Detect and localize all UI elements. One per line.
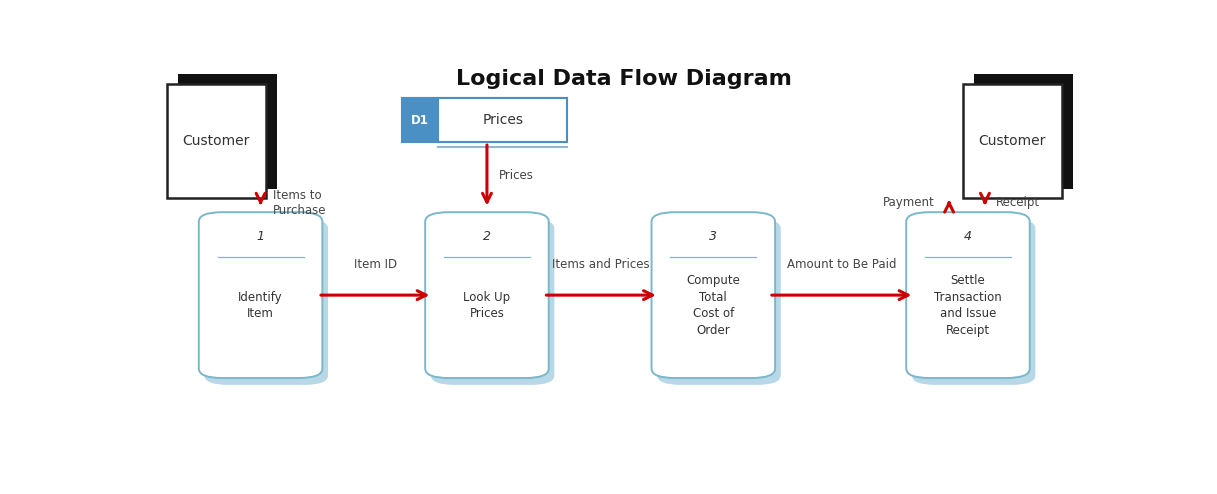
Text: Prices: Prices: [499, 169, 534, 182]
FancyBboxPatch shape: [974, 75, 1073, 189]
Text: Customer: Customer: [978, 134, 1045, 148]
FancyBboxPatch shape: [178, 75, 277, 189]
Text: Logical Data Flow Diagram: Logical Data Flow Diagram: [456, 69, 791, 89]
Text: Compute
Total
Cost of
Order: Compute Total Cost of Order: [686, 274, 740, 337]
Text: 4: 4: [964, 230, 972, 243]
FancyBboxPatch shape: [907, 212, 1030, 378]
Text: Amount to Be Paid: Amount to Be Paid: [787, 258, 897, 271]
FancyBboxPatch shape: [431, 219, 555, 385]
Text: Settle
Transaction
and Issue
Receipt: Settle Transaction and Issue Receipt: [935, 274, 1002, 337]
FancyBboxPatch shape: [167, 84, 265, 198]
Text: Receipt: Receipt: [997, 196, 1041, 209]
Text: D1: D1: [411, 114, 430, 126]
Text: Prices: Prices: [482, 113, 523, 127]
Text: Identify
Item: Identify Item: [239, 291, 282, 320]
Text: 2: 2: [483, 230, 490, 243]
FancyBboxPatch shape: [912, 219, 1036, 385]
Text: 3: 3: [710, 230, 717, 243]
FancyBboxPatch shape: [198, 212, 323, 378]
Text: Payment: Payment: [884, 196, 935, 209]
Text: 1: 1: [257, 230, 264, 243]
Text: Items and Prices: Items and Prices: [553, 258, 650, 271]
Text: Item ID: Item ID: [354, 258, 397, 271]
FancyBboxPatch shape: [204, 219, 329, 385]
FancyBboxPatch shape: [438, 98, 567, 142]
FancyBboxPatch shape: [425, 212, 549, 378]
FancyBboxPatch shape: [963, 84, 1061, 198]
Text: Look Up
Prices: Look Up Prices: [464, 291, 510, 320]
FancyBboxPatch shape: [657, 219, 781, 385]
Text: Items to
Purchase: Items to Purchase: [273, 189, 326, 217]
Text: Customer: Customer: [183, 134, 249, 148]
FancyBboxPatch shape: [651, 212, 775, 378]
FancyBboxPatch shape: [402, 98, 438, 142]
